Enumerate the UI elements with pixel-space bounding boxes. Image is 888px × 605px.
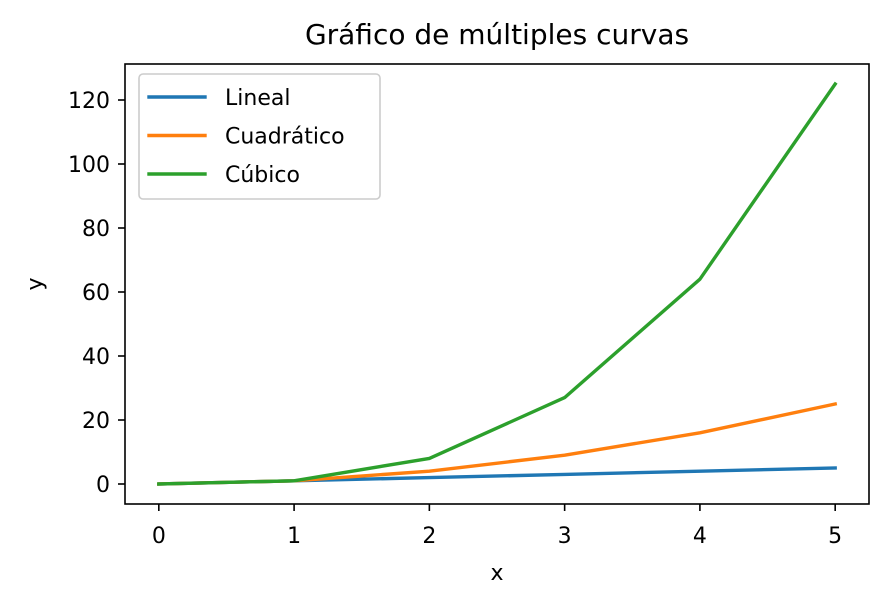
legend: Lineal Cuadrático Cúbico	[138, 73, 381, 200]
chart-title: Gráfico de múltiples curvas	[305, 18, 689, 51]
legend-items: Lineal Cuadrático Cúbico	[147, 86, 345, 188]
legend-label-1: Cuadrático	[225, 125, 345, 150]
y-tick-label: 120	[68, 89, 110, 114]
x-tick-label: 0	[152, 524, 166, 549]
y-tick-label: 20	[82, 409, 110, 434]
x-tick-label: 3	[558, 524, 572, 549]
y-axis: 0 20 40 60 80 100 120	[68, 89, 125, 498]
series-line-2	[157, 81, 838, 486]
x-axis: 0 1 2 3 4 5	[152, 504, 842, 549]
x-tick-label: 1	[287, 524, 301, 549]
y-tick-label: 40	[82, 345, 110, 370]
y-tick-label: 60	[82, 281, 110, 306]
x-tick-label: 5	[828, 524, 842, 549]
legend-box	[138, 73, 381, 200]
x-tick-label: 4	[693, 524, 707, 549]
x-tick-label: 2	[422, 524, 436, 549]
plot-frame	[124, 63, 870, 505]
x-axis-label: x	[490, 561, 503, 586]
legend-label-0: Lineal	[225, 86, 290, 111]
y-tick-label: 80	[82, 217, 110, 242]
y-tick-label: 100	[68, 153, 110, 178]
y-axis-label: y	[23, 277, 48, 290]
legend-label-2: Cúbico	[225, 163, 300, 188]
series-layer	[157, 81, 838, 486]
y-tick-label: 0	[96, 473, 110, 498]
